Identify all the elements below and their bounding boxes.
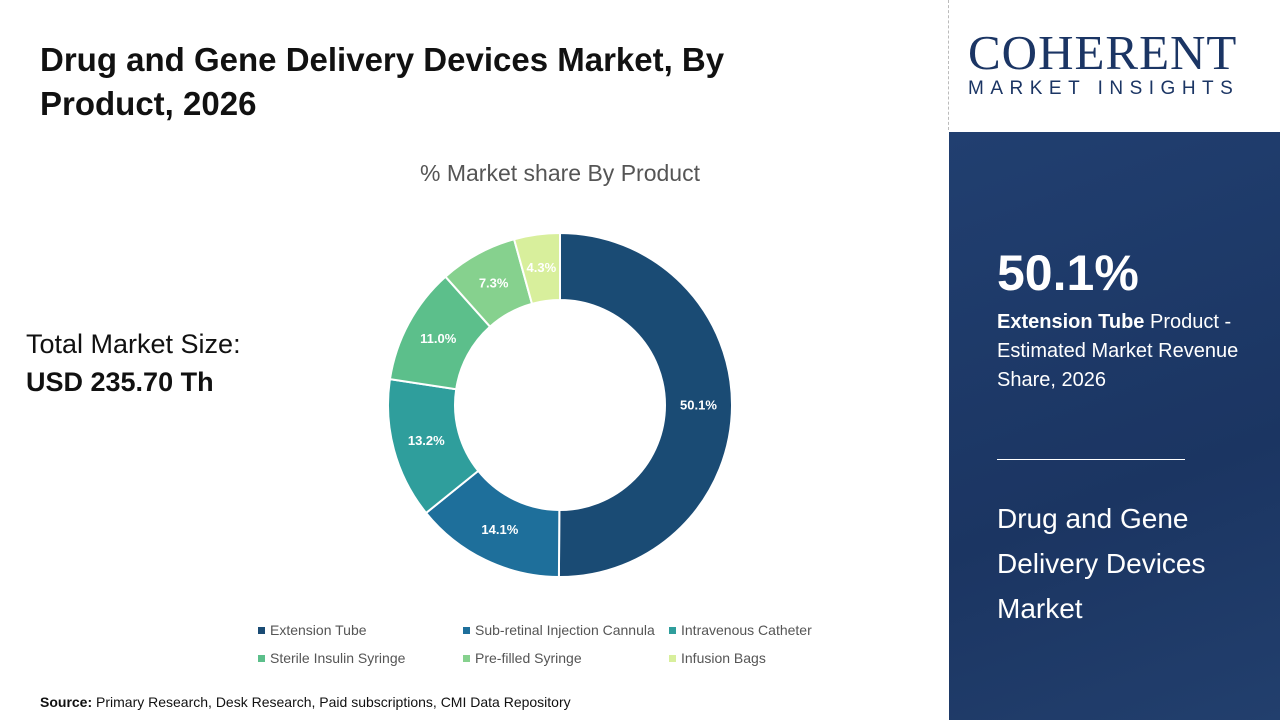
legend-swatch bbox=[669, 654, 676, 662]
legend-swatch bbox=[258, 626, 265, 634]
total-label: Total Market Size: bbox=[26, 329, 241, 359]
source-text: Primary Research, Desk Research, Paid su… bbox=[92, 694, 571, 710]
legend-label: Pre-filled Syringe bbox=[475, 650, 582, 666]
legend-label: Sterile Insulin Syringe bbox=[270, 650, 406, 666]
legend-item: Intravenous Catheter bbox=[669, 622, 869, 638]
total-value: USD 235.70 Th bbox=[26, 367, 214, 397]
legend-item: Sub-retinal Injection Cannula bbox=[463, 622, 669, 638]
highlight-desc-rest: Product - Estimated Market Revenue Share… bbox=[997, 311, 1239, 391]
page-title: Drug and Gene Delivery Devices Market, B… bbox=[40, 41, 725, 122]
logo-line2: MARKET INSIGHTS bbox=[968, 78, 1240, 99]
logo: COHERENT MARKET INSIGHTS bbox=[968, 25, 1263, 100]
data-label: 11.0% bbox=[420, 331, 457, 346]
chart-title: % Market share By Product bbox=[420, 160, 700, 186]
legend-swatch bbox=[669, 626, 676, 634]
data-label: 7.3% bbox=[479, 275, 509, 290]
data-label: 13.2% bbox=[408, 433, 445, 448]
legend-label: Intravenous Catheter bbox=[681, 622, 812, 638]
panel-divider bbox=[997, 459, 1185, 460]
source-note: Source: Primary Research, Desk Research,… bbox=[40, 694, 571, 710]
donut-chart: 50.1% 14.1% 13.2% 11.0% 7.3% 4.3% bbox=[387, 231, 733, 579]
legend-label: Extension Tube bbox=[270, 622, 367, 638]
chart-legend: Extension Tube Sub-retinal Injection Cann… bbox=[258, 622, 869, 666]
legend-swatch bbox=[463, 654, 470, 662]
legend-swatch bbox=[463, 626, 470, 634]
legend-item: Infusion Bags bbox=[669, 650, 869, 666]
data-label: 50.1% bbox=[680, 397, 717, 412]
legend-swatch bbox=[258, 654, 265, 662]
data-label: 14.1% bbox=[481, 522, 518, 537]
highlight-description: Extension Tube Product - Estimated Marke… bbox=[997, 308, 1247, 395]
data-label: 4.3% bbox=[527, 260, 557, 275]
divider bbox=[948, 0, 950, 130]
highlight-panel: 50.1% Extension Tube Product - Estimated… bbox=[949, 132, 1280, 720]
donut-slice bbox=[512, 231, 561, 306]
legend-item: Sterile Insulin Syringe bbox=[258, 650, 463, 666]
highlight-segment: Extension Tube bbox=[997, 311, 1145, 333]
market-name: Drug and Gene Delivery Devices Market bbox=[997, 503, 1206, 624]
legend-item: Extension Tube bbox=[258, 622, 463, 638]
legend-label: Infusion Bags bbox=[681, 650, 766, 666]
highlight-percent: 50.1% bbox=[997, 245, 1139, 301]
donut-slice bbox=[557, 231, 733, 578]
legend-label: Sub-retinal Injection Cannula bbox=[475, 622, 655, 638]
source-label: Source: bbox=[40, 694, 93, 710]
logo-line1: COHERENT bbox=[968, 25, 1238, 80]
legend-item: Pre-filled Syringe bbox=[463, 650, 669, 666]
total-market-size: Total Market Size: USD 235.70 Th bbox=[26, 325, 241, 401]
